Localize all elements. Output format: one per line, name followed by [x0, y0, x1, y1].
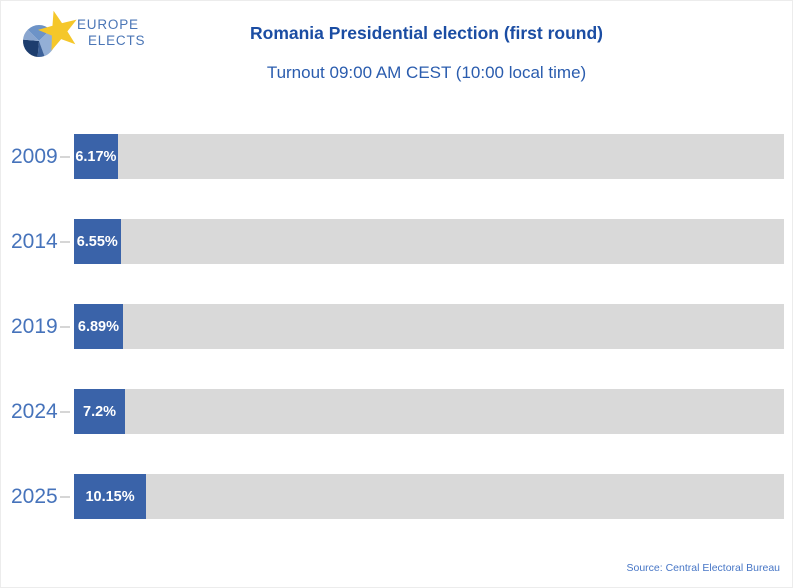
year-label: 2014 [11, 229, 58, 253]
bar-fill: 10.15% [74, 474, 147, 519]
logo-line2: ELECTS [88, 33, 146, 48]
bar-chart: 2009 6.17% 2014 6.55% 2019 6.89% 2024 7.2% 2025 1… [11, 134, 784, 519]
europe-elects-wordmark: EUROPE ELECTS [77, 17, 145, 49]
year-label: 2024 [11, 399, 58, 423]
bar-fill: 6.17% [74, 134, 118, 179]
chart-title: Romania Presidential election (first rou… [250, 23, 603, 43]
bar-track: 10.15% [74, 474, 784, 519]
bar-row: 2014 6.55% [11, 219, 784, 264]
europe-elects-logo: EUROPE ELECTS [17, 9, 145, 63]
star-icon [38, 10, 77, 51]
bar-value-label: 7.2% [83, 403, 117, 420]
axis-tick [60, 325, 70, 328]
bar-row: 2024 7.2% [11, 389, 784, 434]
axis-tick [60, 240, 70, 243]
axis-tick [60, 495, 70, 498]
bar-row: 2025 10.15% [11, 474, 784, 519]
bar-track: 6.17% [74, 134, 784, 179]
bar-row: 2019 6.89% [11, 304, 784, 349]
bar-track: 7.2% [74, 389, 784, 434]
bar-track: 6.55% [74, 219, 784, 264]
logo-line1: EUROPE [77, 16, 139, 32]
chart-subtitle: Turnout 09:00 AM CEST (10:00 local time) [266, 63, 587, 82]
bar-fill: 7.2% [74, 389, 126, 434]
bar-value-label: 6.89% [77, 318, 120, 335]
bar-fill: 6.89% [74, 304, 123, 349]
bar-value-label: 6.17% [75, 148, 117, 165]
bar-value-label: 6.55% [76, 233, 118, 250]
bar-fill: 6.55% [74, 219, 121, 264]
axis-tick [60, 155, 70, 158]
bar-value-label: 10.15% [85, 488, 135, 505]
year-label: 2009 [11, 144, 58, 168]
axis-tick [60, 410, 70, 413]
year-label: 2019 [11, 314, 58, 338]
year-label: 2025 [11, 484, 58, 508]
bar-track: 6.89% [74, 304, 784, 349]
europe-elects-logo-icon [22, 10, 77, 58]
bar-row: 2009 6.17% [11, 134, 784, 179]
source-credit: Source: Central Electoral Bureau [626, 562, 781, 574]
